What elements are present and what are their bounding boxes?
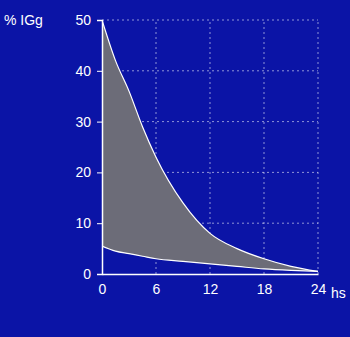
x-axis: 0 6 12 18 24 bbox=[99, 274, 327, 297]
tick-mark bbox=[97, 71, 102, 72]
grid-line bbox=[264, 20, 265, 274]
tick: 10 bbox=[75, 215, 102, 231]
tick-label: 6 bbox=[153, 281, 161, 297]
tick: 40 bbox=[75, 63, 102, 79]
series-line bbox=[102, 20, 318, 271]
tick: 0 bbox=[99, 274, 107, 297]
tick-mark bbox=[97, 172, 102, 173]
x-axis-title: hs bbox=[331, 285, 346, 301]
tick-label: 0 bbox=[99, 281, 107, 297]
tick-mark bbox=[97, 223, 102, 224]
tick-mark bbox=[97, 274, 102, 275]
tick-label: 50 bbox=[75, 12, 91, 28]
tick: 0 bbox=[83, 266, 102, 282]
plot-area bbox=[102, 20, 318, 271]
tick: 50 bbox=[75, 12, 102, 28]
chart: 0 6 12 18 24 0 10 20 30 40 50 % IGg hs bbox=[0, 0, 350, 337]
range-area bbox=[102, 20, 318, 271]
tick-mark bbox=[97, 122, 102, 123]
tick-label: 18 bbox=[257, 281, 273, 297]
y-axis-title: % IGg bbox=[4, 12, 43, 28]
tick-label: 24 bbox=[311, 281, 327, 297]
tick: 6 bbox=[153, 274, 161, 297]
grid bbox=[102, 20, 318, 274]
tick: 18 bbox=[257, 274, 273, 297]
y-axis: 0 10 20 30 40 50 bbox=[75, 12, 102, 282]
tick: 30 bbox=[75, 114, 102, 130]
grid-line bbox=[102, 70, 318, 71]
axis-line bbox=[97, 21, 103, 275]
tick: 20 bbox=[75, 164, 102, 180]
tick-mark bbox=[97, 20, 102, 21]
background bbox=[0, 0, 350, 337]
series-line bbox=[102, 246, 318, 271]
tick-label: 30 bbox=[75, 114, 91, 130]
tick-label: 0 bbox=[83, 266, 91, 282]
tick-label: 12 bbox=[203, 281, 219, 297]
tick: 24 bbox=[311, 274, 327, 297]
grid-line bbox=[318, 20, 319, 274]
tick-label: 10 bbox=[75, 215, 91, 231]
axis-line bbox=[103, 274, 319, 276]
tick-label: 40 bbox=[75, 63, 91, 79]
tick-label: 20 bbox=[75, 164, 91, 180]
tick: 12 bbox=[203, 274, 219, 297]
